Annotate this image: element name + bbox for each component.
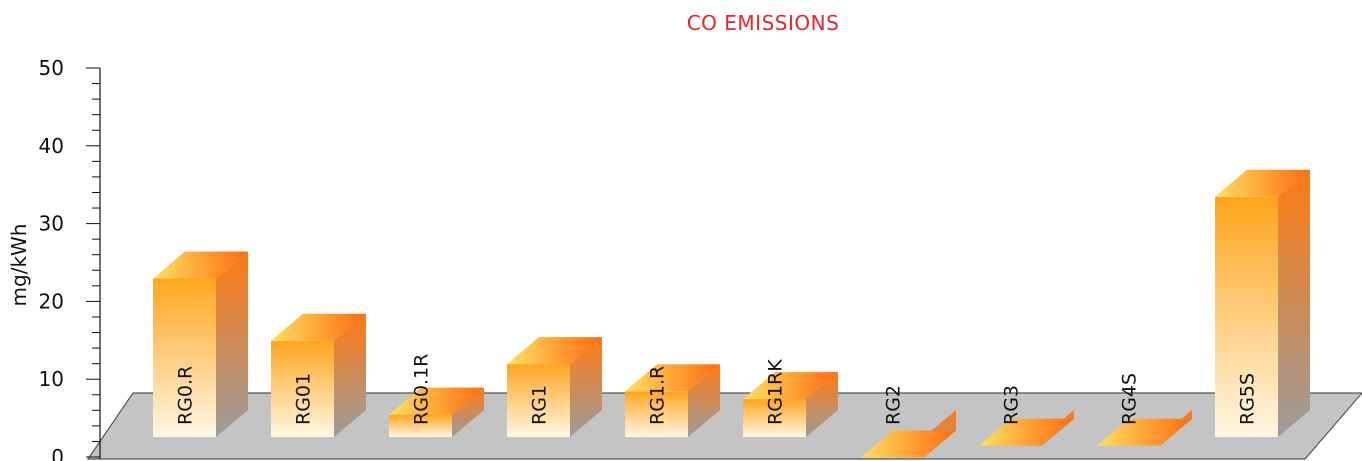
y-tick-label: 30 [39, 212, 64, 236]
y-tick-label: 20 [39, 289, 64, 313]
bar-front [625, 391, 688, 437]
bar-label: RG01 [293, 373, 315, 425]
bar-top [625, 364, 720, 392]
bar-side [806, 372, 838, 437]
bar-top [389, 387, 484, 415]
bar-RG1: RG1 [507, 337, 602, 437]
bar-top [271, 313, 366, 341]
bar-RG0.1R: RG0.1R [389, 354, 484, 437]
bar-front [271, 340, 334, 437]
y-axis-ticks: 0 10 20 30 40 50 [39, 56, 100, 461]
bar-front [389, 414, 452, 437]
bar-front [1215, 196, 1278, 437]
bar-RG3: RG3 [979, 385, 1074, 446]
bar-side [452, 387, 484, 437]
bar-top [507, 337, 602, 365]
bar-label: RG1RK [765, 359, 787, 425]
y-tick-label: 40 [39, 134, 64, 158]
bar-RG5S: RG5S [1215, 169, 1310, 437]
y-axis-label: mg/kWh [7, 224, 31, 307]
bars: RG0.R RG01 RG0.1R RG1 RG1.R RG1RK RG2 RG3 RG4S RG… [153, 169, 1310, 458]
bar-top [1215, 169, 1310, 197]
bar-top [861, 430, 956, 458]
bar-RG1.R: RG1.R [625, 364, 720, 437]
bar-RG01: RG01 [271, 313, 366, 437]
bar-side [216, 251, 248, 437]
bar-RG4S: RG4S [1097, 373, 1192, 446]
bar-front [743, 399, 806, 437]
bar-label: RG0.R [175, 366, 197, 425]
bar-label: RG4S [1119, 373, 1141, 425]
bar-side [334, 313, 366, 437]
chart-title: CO EMISSIONS [687, 11, 840, 35]
bar-label: RG0.1R [411, 354, 433, 425]
bar-front [153, 278, 216, 437]
bar-RG1RK: RG1RK [743, 359, 838, 437]
bar-label: RG2 [883, 385, 905, 425]
y-tick-label: 50 [39, 56, 64, 80]
bar-top [979, 418, 1074, 446]
bar-label: RG3 [1001, 385, 1023, 425]
bar-label: RG5S [1237, 373, 1259, 425]
bar-side [688, 364, 720, 437]
y-tick-label: 0 [51, 445, 64, 461]
bar-side [1278, 169, 1310, 437]
bar-side [570, 337, 602, 437]
bar-RG2: RG2 [861, 385, 956, 458]
bar-top [153, 251, 248, 279]
bar-RG0.R: RG0.R [153, 251, 248, 437]
bar-front [507, 364, 570, 437]
bar-top [1097, 418, 1192, 446]
y-tick-label: 10 [39, 367, 64, 391]
bar-label: RG1.R [647, 366, 669, 425]
bar-top [743, 372, 838, 400]
bar-label: RG1 [529, 385, 551, 425]
